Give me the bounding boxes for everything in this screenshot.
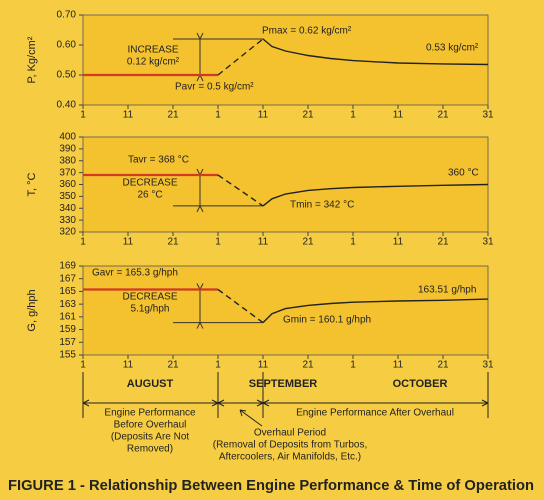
annotation: 360 °C (448, 168, 479, 179)
y-tick-label: 165 (59, 286, 76, 297)
y-tick-label: 400 (59, 132, 76, 143)
x-tick-label: 21 (437, 110, 449, 121)
x-tick-label: 21 (437, 360, 449, 371)
month-label: OCTOBER (393, 378, 448, 390)
annotation: Pmax = 0.62 kg/cm² (262, 26, 352, 37)
y-tick-label: 370 (59, 167, 76, 178)
x-tick-label: 31 (482, 237, 494, 248)
annotation: Gavr = 165.3 g/hph (92, 268, 178, 279)
annotation: Gmin = 160.1 g/hph (283, 315, 371, 326)
x-tick-label: 1 (215, 237, 221, 248)
y-tick-label: 0.60 (57, 40, 77, 51)
x-tick-label: 11 (258, 110, 269, 121)
y-tick-label: 350 (59, 191, 76, 202)
x-tick-label: 1 (80, 110, 86, 121)
x-tick-label: 21 (437, 237, 449, 248)
x-tick-label: 11 (258, 360, 269, 371)
x-tick-label: 31 (482, 360, 494, 371)
x-tick-label: 11 (393, 237, 404, 248)
y-tick-label: 0.50 (57, 70, 77, 81)
x-tick-label: 1 (80, 360, 86, 371)
x-tick-label: 11 (258, 237, 269, 248)
annotation: Tmin = 342 °C (290, 200, 354, 211)
x-tick-label: 1 (215, 360, 221, 371)
period-text: (Removal of Deposits from Turbos, (213, 440, 368, 451)
annotation: Pavr = 0.5 kg/cm² (175, 82, 254, 93)
x-tick-label: 11 (393, 360, 404, 371)
annotation: DECREASE (122, 292, 177, 303)
x-tick-label: 11 (123, 360, 134, 371)
x-tick-label: 21 (167, 360, 179, 371)
x-tick-label: 21 (302, 110, 314, 121)
timeline-lines (82, 372, 489, 427)
x-tick-label: 1 (350, 110, 356, 121)
period-text: Engine Performance (104, 408, 196, 419)
annotation: 0.12 kg/cm² (127, 57, 180, 68)
y-tick-label: 155 (59, 350, 76, 361)
y-axis-label: P, Kg/cm² (26, 36, 38, 83)
series-line (262, 38, 489, 66)
x-tick-label: 11 (393, 110, 404, 121)
x-tick-label: 21 (167, 237, 179, 248)
annotation: 26 °C (137, 190, 162, 201)
month-label: SEPTEMBER (249, 378, 318, 390)
y-tick-label: 169 (59, 261, 76, 272)
x-tick-label: 1 (350, 360, 356, 371)
series-line (262, 298, 489, 324)
annotation: INCREASE (127, 45, 178, 56)
y-tick-label: 0.40 (57, 100, 77, 111)
x-tick-label: 11 (123, 110, 134, 121)
y-tick-label: 167 (59, 273, 76, 284)
y-tick-label: 360 (59, 179, 76, 190)
caption: FIGURE 1 - Relationship Between Engine P… (8, 477, 534, 494)
y-axis-label: G, g/hph (26, 289, 38, 331)
month-label: AUGUST (127, 378, 174, 390)
y-axis-label: T, °C (26, 172, 38, 196)
period-text: Overhaul Period (254, 428, 326, 439)
y-tick-label: 157 (59, 337, 76, 348)
y-tick-label: 320 (59, 227, 76, 238)
arrowhead (196, 32, 204, 40)
period-text: Before Overhaul (114, 420, 187, 431)
series-line (262, 183, 489, 207)
annotation: Tavr = 368 °C (128, 155, 189, 166)
plot-area (82, 136, 489, 233)
arrowhead (196, 205, 204, 213)
x-tick-label: 1 (80, 237, 86, 248)
y-tick-label: 390 (59, 144, 76, 155)
y-tick-label: 380 (59, 155, 76, 166)
y-tick-label: 159 (59, 324, 76, 335)
y-tick-label: 340 (59, 203, 76, 214)
y-tick-label: 161 (59, 311, 76, 322)
x-tick-label: 21 (167, 110, 179, 121)
y-tick-label: 330 (59, 215, 76, 226)
x-tick-label: 1 (350, 237, 356, 248)
x-tick-label: 1 (215, 110, 221, 121)
plot-area (82, 265, 489, 356)
annotation: 0.53 kg/cm² (426, 43, 479, 54)
annotation: 5.1g/hph (131, 304, 170, 315)
x-tick-label: 31 (482, 110, 494, 121)
x-tick-label: 21 (302, 237, 314, 248)
period-text: (Deposits Are Not (111, 432, 190, 443)
plot-area (82, 14, 489, 106)
y-tick-label: 163 (59, 299, 76, 310)
period-text: Aftercoolers, Air Manifolds, Etc.) (219, 452, 361, 463)
x-tick-label: 11 (123, 237, 134, 248)
x-tick-label: 21 (302, 360, 314, 371)
period-text: Removed) (127, 444, 173, 455)
arrowhead (196, 322, 204, 329)
series-line (217, 174, 264, 207)
period-text: Engine Performance After Overhaul (296, 408, 454, 419)
annotation: DECREASE (122, 178, 177, 189)
y-tick-label: 0.70 (57, 10, 77, 21)
annotation: 163.51 g/hph (418, 285, 476, 296)
